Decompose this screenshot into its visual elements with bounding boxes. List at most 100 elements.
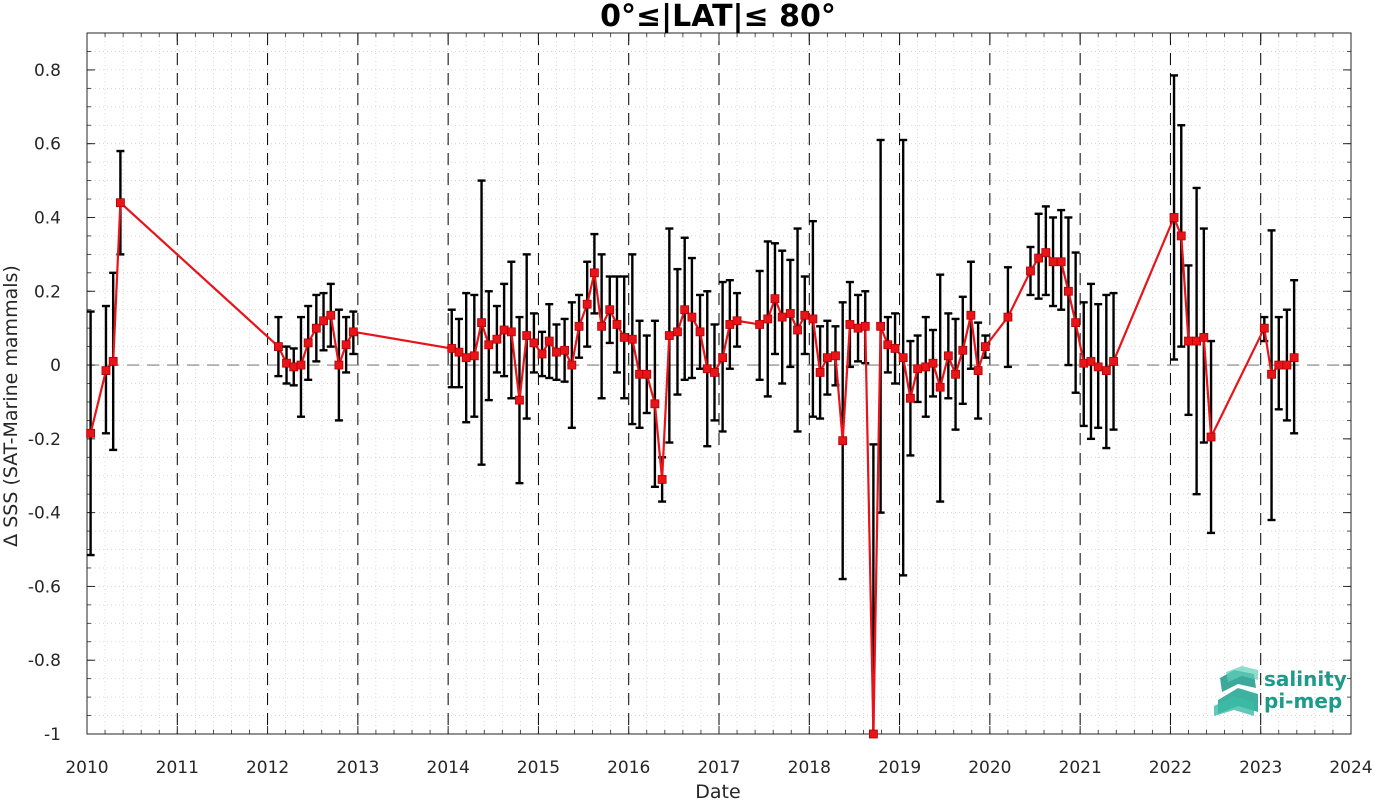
data-point-marker: [597, 321, 607, 331]
data-point-marker: [274, 342, 283, 352]
data-point-marker: [1199, 332, 1209, 342]
data-point-marker: [808, 314, 818, 324]
data-point-marker: [537, 349, 547, 359]
chart-title: 0°≤|LAT|≤ 80°: [600, 0, 836, 34]
data-point-marker: [687, 312, 697, 322]
data-point-marker: [657, 475, 667, 484]
data-point-marker: [642, 369, 652, 379]
data-point-marker: [529, 338, 539, 348]
x-tick-label: 2010: [65, 758, 108, 778]
data-point-marker: [718, 353, 728, 363]
data-point-marker: [334, 360, 344, 370]
data-point-marker: [831, 351, 840, 361]
x-tick-label: 2014: [427, 758, 470, 778]
data-point-marker: [710, 368, 719, 377]
x-tick-label: 2022: [1149, 758, 1192, 778]
data-point-marker: [973, 366, 983, 375]
data-point-marker: [860, 321, 870, 331]
y-tick-label: 0.2: [34, 282, 61, 302]
x-tick-label: 2011: [156, 758, 199, 778]
data-point-marker: [116, 198, 125, 208]
data-point-marker: [793, 325, 802, 335]
data-point-marker: [627, 334, 637, 344]
data-point-marker: [101, 366, 111, 375]
data-point-marker: [635, 369, 644, 379]
data-point-marker: [1003, 312, 1013, 322]
x-tick-label: 2013: [336, 758, 379, 778]
year-separators: [176, 33, 1262, 734]
logo-text-line1: salinity: [1264, 667, 1347, 691]
data-point-marker: [1086, 356, 1096, 366]
data-point-marker: [108, 356, 118, 366]
x-tick-label: 2012: [246, 758, 289, 778]
data-point-marker: [921, 362, 931, 372]
data-point-marker: [348, 327, 358, 337]
data-point-marker: [1064, 286, 1073, 296]
x-tick-label: 2016: [607, 758, 650, 778]
series-markers: [86, 198, 1299, 739]
data-point-marker: [560, 345, 570, 355]
data-point-marker: [913, 364, 923, 374]
data-point-marker: [1289, 353, 1299, 363]
y-tick-label: 0.4: [34, 208, 61, 228]
data-point-marker: [1184, 336, 1193, 346]
x-tick-label: 2020: [968, 758, 1011, 778]
data-point-marker: [544, 336, 554, 346]
data-point-marker: [680, 305, 690, 315]
data-point-marker: [326, 310, 336, 320]
x-tick-label: 2023: [1239, 758, 1282, 778]
data-point-marker: [883, 340, 893, 350]
data-point-marker: [650, 399, 660, 409]
axis-ticks: [86, 32, 1352, 735]
data-point-marker: [469, 351, 479, 361]
y-tick-label: 0: [50, 356, 61, 376]
data-point-marker: [853, 323, 863, 333]
data-point-marker: [319, 316, 328, 326]
data-point-marker: [898, 353, 908, 363]
data-point-marker: [876, 321, 886, 331]
data-point-marker: [522, 331, 532, 340]
x-tick-label: 2015: [517, 758, 560, 778]
data-point-marker: [732, 316, 742, 326]
data-point-marker: [582, 299, 592, 309]
data-point-marker: [951, 369, 960, 379]
data-point-marker: [1192, 336, 1202, 346]
data-point-marker: [980, 342, 990, 352]
x-tick-label: 2017: [697, 758, 740, 778]
data-point-marker: [1079, 358, 1089, 368]
data-point-marker: [845, 320, 855, 329]
data-point-marker: [673, 327, 682, 337]
data-point-marker: [567, 360, 577, 370]
data-point-marker: [785, 308, 795, 318]
y-tick-label: -0.8: [28, 651, 61, 671]
y-tick-label: -1: [44, 725, 61, 745]
data-point-marker: [492, 334, 502, 344]
data-point-marker: [484, 340, 494, 350]
data-point-marker: [1169, 213, 1179, 222]
data-point-marker: [943, 351, 953, 361]
data-point-marker: [763, 314, 773, 324]
data-point-marker: [341, 340, 351, 350]
data-point-marker: [1026, 266, 1035, 276]
data-point-marker: [506, 327, 516, 337]
x-tick-label: 2018: [788, 758, 831, 778]
data-point-marker: [1282, 360, 1292, 370]
data-point-marker: [966, 310, 976, 320]
data-point-marker: [1259, 323, 1269, 333]
x-tick-label: 2024: [1329, 758, 1372, 778]
data-point-marker: [935, 382, 945, 392]
data-point-marker: [619, 332, 629, 342]
y-tick-label: 0.8: [34, 61, 61, 81]
y-tick-label: -0.2: [28, 430, 61, 450]
data-point-marker: [1176, 231, 1186, 241]
data-point-marker: [822, 353, 832, 363]
data-point-marker: [838, 436, 848, 446]
data-point-marker: [1109, 356, 1118, 366]
y-tick-labels: 0.8 0.6 0.4 0.2 0 -0.2 -0.4 -0.6 -0.8 -1: [28, 61, 61, 745]
data-point-marker: [815, 368, 825, 377]
y-axis-label: Δ SSS (SAT-Marine mammals): [0, 265, 22, 547]
y-tick-label: -0.4: [28, 504, 61, 524]
data-point-marker: [725, 320, 735, 329]
data-point-marker: [86, 428, 96, 438]
data-point-marker: [454, 347, 464, 357]
